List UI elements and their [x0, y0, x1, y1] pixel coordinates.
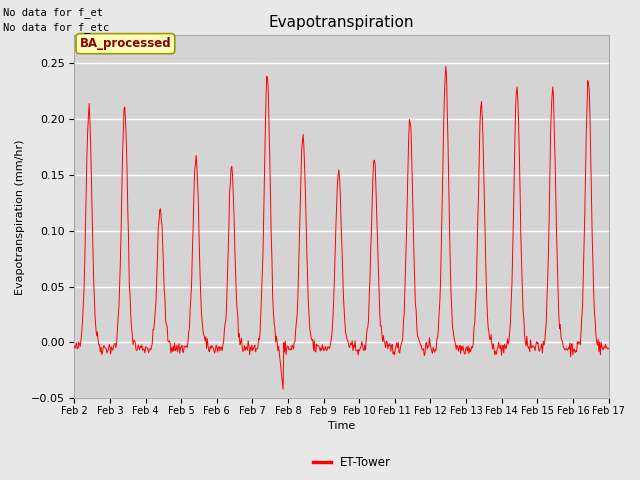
Title: Evapotranspiration: Evapotranspiration	[269, 15, 414, 30]
Legend: ET-Tower: ET-Tower	[308, 452, 396, 474]
Y-axis label: Evapotranspiration (mm/hr): Evapotranspiration (mm/hr)	[15, 139, 25, 295]
Text: No data for f_etc: No data for f_etc	[3, 22, 109, 33]
X-axis label: Time: Time	[328, 421, 355, 432]
Text: BA_processed: BA_processed	[79, 37, 172, 50]
Text: No data for f_et: No data for f_et	[3, 7, 103, 18]
